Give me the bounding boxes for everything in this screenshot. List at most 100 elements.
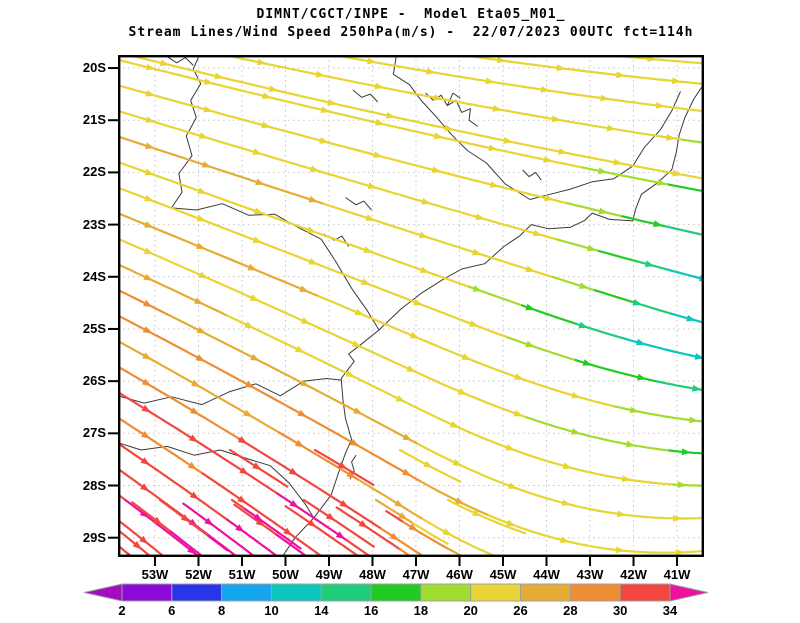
streamline <box>228 54 711 145</box>
streamline-arrowhead <box>337 461 348 470</box>
lon-tick-label: 51W <box>228 567 256 582</box>
streamline-arrowhead <box>621 475 632 482</box>
streamline-arrowhead <box>673 514 683 522</box>
streamline-arrowhead <box>598 207 609 215</box>
colorbar-segment <box>271 583 322 602</box>
streamline-segment <box>284 505 360 558</box>
streamline-arrowhead <box>507 482 518 489</box>
streamline-segment <box>468 54 709 86</box>
streamline-arrowhead <box>194 297 204 305</box>
streamline-segment <box>402 520 449 550</box>
lon-tick-label: 53W <box>141 567 169 582</box>
streamline-arrowhead <box>406 365 417 373</box>
streamline-segment <box>277 431 360 481</box>
streamline <box>117 519 171 562</box>
streamline-segment <box>226 314 675 486</box>
streamline-arrowhead <box>367 182 378 189</box>
streamline-arrowhead <box>389 532 400 541</box>
geo-furnas-reservoir-spur <box>446 92 461 106</box>
streamline-arrowhead <box>145 116 155 123</box>
streamline-segment <box>117 314 422 483</box>
streamline-segment <box>416 442 710 520</box>
streamline-segment <box>233 503 278 536</box>
streamline-arrowhead <box>152 516 163 525</box>
streamline-arrowhead <box>187 546 197 555</box>
streamline-arrowhead <box>395 395 406 403</box>
colorbar-tick-label: 28 <box>563 603 577 618</box>
streamline-arrowhead <box>385 112 396 119</box>
streamline-arrowhead <box>249 294 260 302</box>
streamline <box>398 448 462 483</box>
streamline-arrowhead <box>472 248 482 256</box>
streamline-arrowhead <box>571 391 581 399</box>
streamline-arrowhead <box>419 266 430 273</box>
streamline-arrowhead <box>283 527 293 536</box>
streamline-segment <box>593 289 635 304</box>
lat-tick-label: 28S <box>82 477 106 493</box>
streamline-arrowhead <box>681 448 691 456</box>
streamline-segment <box>117 238 527 419</box>
streamline-segment <box>117 417 204 475</box>
streamline-arrowhead <box>244 321 255 329</box>
streamline-segment <box>346 539 378 563</box>
streamline-segment <box>680 138 711 145</box>
geo-pr-sc-border <box>117 378 342 406</box>
streamline-arrowhead <box>586 244 597 252</box>
streamline-segment <box>581 166 671 186</box>
streamline-arrowhead <box>401 468 412 477</box>
streamline-segment <box>667 183 710 194</box>
lon-tick-label: 49W <box>315 567 343 582</box>
streamline-segment <box>117 263 229 317</box>
streamline-arrowhead <box>672 169 682 177</box>
streamline-arrowhead <box>189 491 200 500</box>
lat-tick-label: 21S <box>82 112 106 128</box>
streamline-arrowhead <box>629 406 640 414</box>
colorbar-panel: 2 6 8 10 14 16 18 20 26 28 30 34 <box>80 577 720 618</box>
colorbar-segment <box>470 583 522 602</box>
geo-rj-reservoir <box>522 169 542 181</box>
geo-paranapanema-border <box>171 203 380 331</box>
streamline-arrowhead <box>255 178 265 185</box>
streamline-arrowhead <box>300 317 311 325</box>
streamline <box>131 54 709 181</box>
streamline-arrowhead <box>306 226 317 233</box>
streamline-arrowhead <box>375 119 385 126</box>
streamline <box>284 505 360 558</box>
lat-tick-label: 24S <box>82 268 106 284</box>
streamline-arrowhead <box>320 106 331 113</box>
streamline-segment <box>551 276 596 292</box>
streamline-segment <box>317 295 616 408</box>
streamline-arrowhead <box>144 168 155 176</box>
streamline-arrowhead <box>632 299 643 306</box>
streamline-arrowhead <box>294 439 305 448</box>
colorbar-segment <box>520 583 571 602</box>
colorbar-segment <box>171 583 223 602</box>
streamline-arrowhead <box>582 359 593 366</box>
grid-layer <box>118 55 704 557</box>
streamline-arrowhead <box>261 121 271 129</box>
streamline-segment <box>419 480 490 517</box>
streamline-arrowhead <box>409 332 420 339</box>
streamline <box>117 84 710 238</box>
streamline-arrowhead <box>514 373 524 380</box>
streamline-arrowhead <box>421 198 431 205</box>
streamline-segment <box>446 498 527 535</box>
streamline <box>117 186 710 392</box>
streamline-arrowhead <box>571 428 581 435</box>
geo-coastline <box>281 86 703 558</box>
streamline-arrowhead <box>360 278 371 285</box>
streamline-arrowhead <box>543 156 553 163</box>
lat-tick-label: 26S <box>82 373 106 389</box>
streamline-arrowhead <box>189 407 200 415</box>
streamline-arrowhead <box>426 67 436 75</box>
streamline-segment <box>238 437 383 530</box>
streamline-arrowhead <box>140 457 150 466</box>
streamline-segment <box>618 54 713 65</box>
streamline-arrowhead <box>235 524 245 533</box>
geo-tiete-reservoir <box>345 197 372 211</box>
streamline-segment <box>117 110 558 241</box>
streamline-arrowhead <box>469 320 479 327</box>
streamline-arrowhead <box>307 519 317 528</box>
lat-tick-label: 23S <box>82 216 106 232</box>
streamline <box>117 212 711 424</box>
